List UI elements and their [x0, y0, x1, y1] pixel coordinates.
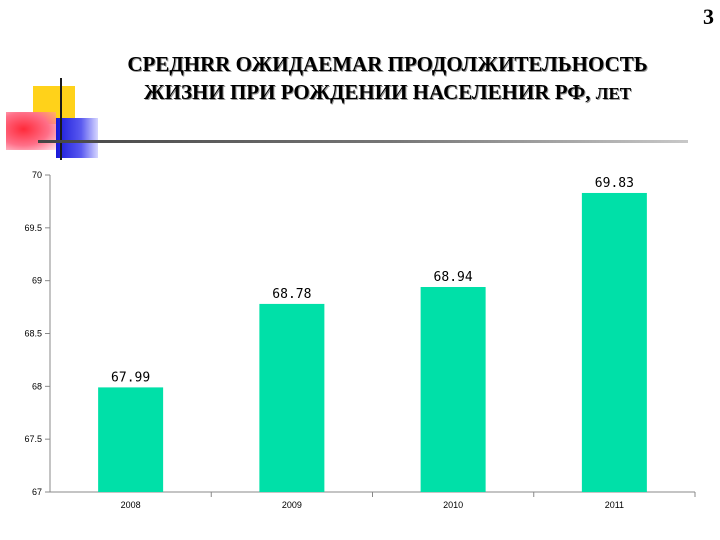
x-tick-label: 2010: [443, 500, 463, 510]
decor-horizontal-line: [38, 140, 688, 143]
y-tick-label: 68.5: [24, 329, 42, 339]
title-line-2: ЖИЗНИ ПРИ РОЖДЕНИИ НАСЕЛЕНИR РФ, ЛЕТ: [70, 78, 705, 108]
decor-vertical-line: [60, 78, 62, 160]
y-tick-label: 69: [32, 276, 42, 286]
title-line-1: СРЕДНRR ОЖИДАЕМАR ПРОДОЛЖИТЕЛЬНОСТЬ: [127, 52, 648, 76]
bar: [420, 287, 486, 492]
y-tick-label: 70: [32, 170, 42, 180]
x-tick-label: 2011: [605, 500, 624, 510]
y-tick-label: 67.5: [24, 434, 42, 444]
data-label: 68.78: [272, 287, 311, 302]
slide-title: СРЕДНRR ОЖИДАЕМАR ПРОДОЛЖИТЕЛЬНОСТЬ ЖИЗН…: [70, 50, 705, 108]
x-tick-label: 2009: [282, 500, 302, 510]
y-tick-label: 69.5: [24, 223, 42, 233]
y-tick-label: 68: [32, 381, 42, 391]
decor-blue-square: [56, 118, 98, 158]
x-tick-label: 2008: [121, 500, 141, 510]
decor-red-square: [6, 112, 56, 150]
bar: [259, 303, 325, 492]
title-unit: ЛЕТ: [595, 84, 632, 103]
bar: [98, 387, 164, 492]
data-label: 69.83: [595, 176, 634, 191]
y-tick-label: 67: [32, 487, 42, 497]
data-label: 68.94: [434, 270, 473, 285]
bar: [581, 192, 647, 493]
data-label: 67.99: [111, 370, 150, 385]
title-line-2-text: ЖИЗНИ ПРИ РОЖДЕНИИ НАСЕЛЕНИR РФ,: [143, 80, 591, 104]
page-number: 3: [703, 4, 714, 29]
